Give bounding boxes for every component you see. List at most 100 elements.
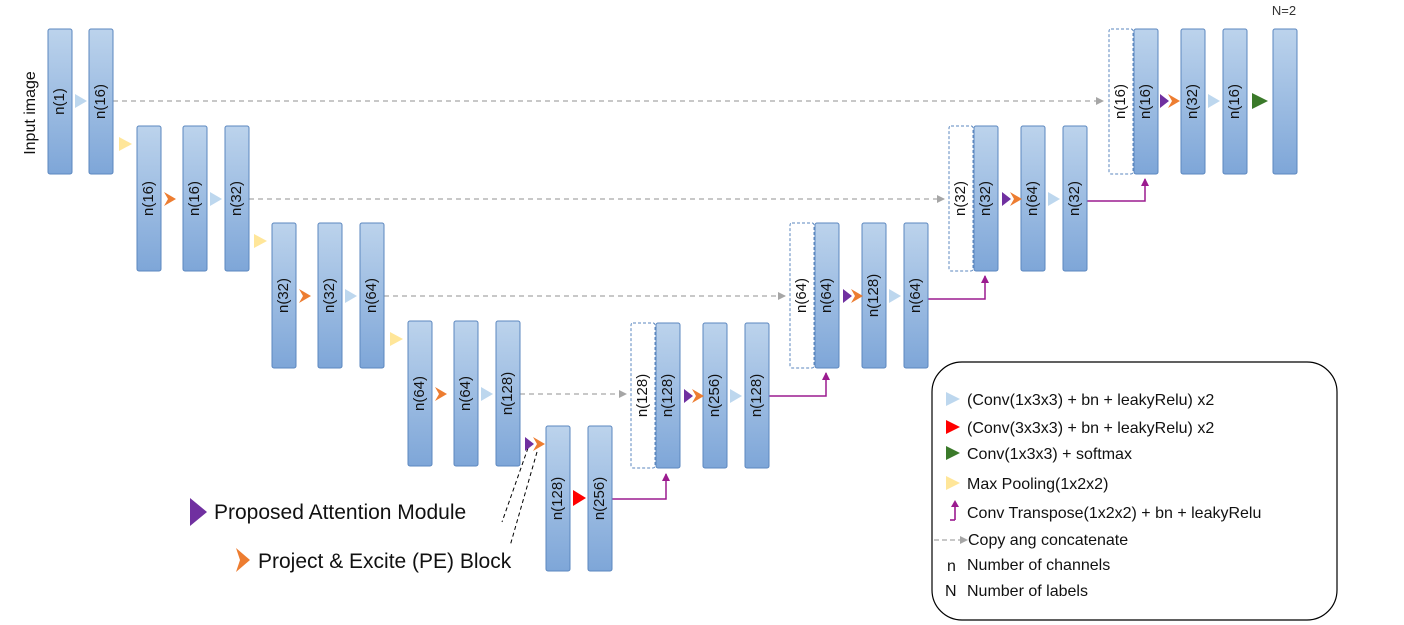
pool-yellow-triangle-icon	[119, 137, 132, 151]
block-label: n(32)	[228, 181, 245, 216]
legend-item: (Conv(3x3x3) + bn + leakyRelu) x2	[967, 420, 1214, 437]
legend-symbol-n: n	[947, 558, 956, 575]
conv-blue-triangle-icon	[345, 289, 357, 303]
block-label: n(64)	[411, 376, 428, 411]
concat-block: n(32)	[948, 125, 974, 272]
feature-block: n(16)	[182, 125, 208, 272]
pe-chevron-icon	[164, 192, 176, 206]
block-label: n(256)	[706, 374, 723, 417]
feature-block: n(32)	[1062, 125, 1088, 272]
conv-blue-triangle-icon	[75, 94, 87, 108]
block-label: n(128)	[865, 274, 882, 317]
feature-block: n(64)	[453, 320, 479, 467]
feature-block: n(32)	[317, 222, 343, 369]
pe-chevron-icon	[299, 289, 311, 303]
transpose-conv-arrow-3	[928, 275, 989, 300]
legend-item: Number of channels	[967, 557, 1110, 574]
feature-block: n(16)	[1133, 28, 1159, 175]
legend-dashed-arrow-icon	[934, 536, 968, 544]
attention-triangle-icon	[525, 437, 534, 451]
legend-item: Copy ang concatenate	[968, 532, 1128, 549]
feature-block: n(64)	[407, 320, 433, 467]
block-label: n(128)	[634, 374, 651, 417]
pool-yellow-triangle-icon	[390, 332, 403, 346]
block-label: n(16)	[1226, 84, 1243, 119]
attention-triangle-icon	[1002, 192, 1011, 206]
feature-block: n(64)	[903, 222, 929, 369]
feature-block: n(128)	[744, 322, 770, 469]
block-label: n(16)	[92, 84, 109, 119]
feature-block: n(128)	[545, 425, 571, 572]
output-block	[1272, 28, 1298, 175]
block-label: n(32)	[952, 181, 969, 216]
feature-block: n(64)	[1020, 125, 1046, 272]
block-label: n(64)	[818, 278, 835, 313]
transpose-conv-connections	[612, 178, 1149, 500]
pe-leader-line	[509, 451, 538, 547]
feature-block: n(16)	[1222, 28, 1248, 175]
conv-blue-triangle-icon	[889, 289, 901, 303]
transpose-conv-arrow-4	[1087, 178, 1149, 202]
transpose-conv-arrow-2	[769, 372, 830, 397]
legend-blue-triangle-icon	[946, 392, 960, 406]
feature-blocks: n(1) n(16) n(16) n(16) n(32) n(32) n(32)…	[47, 28, 1298, 572]
feature-block: n(256)	[587, 425, 613, 572]
block-label: n(16)	[1112, 84, 1129, 119]
conv-red-triangle-icon	[573, 490, 586, 506]
attention-legend-icon	[190, 498, 207, 526]
feature-block: n(32)	[1180, 28, 1206, 175]
legend-yellow-triangle-icon	[946, 476, 960, 490]
legend-box	[931, 361, 1338, 621]
block-label: n(64)	[1024, 181, 1041, 216]
block-label: n(16)	[186, 181, 203, 216]
feature-block: n(16)	[136, 125, 162, 272]
output-label: N=2	[1272, 3, 1296, 18]
operation-symbols	[75, 93, 1268, 506]
conv-blue-triangle-icon	[210, 192, 222, 206]
input-image-label: Input image	[22, 71, 39, 155]
feature-block: n(16)	[88, 28, 114, 175]
block-label: n(16)	[1137, 84, 1154, 119]
skip-connections	[113, 97, 1104, 398]
block-label: n(64)	[457, 376, 474, 411]
pe-chevron-icon	[533, 437, 545, 451]
legend-purple-arrow-icon	[950, 500, 959, 521]
pe-chevron-icon	[851, 289, 863, 303]
legend-item: (Conv(1x3x3) + bn + leakyRelu) x2	[967, 392, 1214, 409]
attention-annotation: Proposed Attention Module	[214, 501, 466, 524]
legend-red-triangle-icon	[946, 420, 960, 434]
block-label: n(32)	[275, 278, 292, 313]
feature-block: n(1)	[47, 28, 73, 175]
block-label: n(32)	[1184, 84, 1201, 119]
attention-triangle-icon	[843, 289, 852, 303]
pe-chevron-icon	[435, 387, 447, 401]
pool-yellow-triangle-icon	[254, 234, 267, 248]
legend: (Conv(1x3x3) + bn + leakyRelu) x2 (Conv(…	[931, 361, 1338, 621]
legend-item: Number of labels	[967, 583, 1088, 600]
legend-green-triangle-icon	[946, 446, 960, 460]
pe-chevron-icon	[692, 389, 704, 403]
legend-symbol-N: N	[945, 583, 957, 600]
concat-block: n(16)	[1108, 28, 1134, 175]
feature-block: n(256)	[702, 322, 728, 469]
block-label: n(32)	[977, 181, 994, 216]
feature-block: n(64)	[359, 222, 385, 369]
block-label: n(32)	[1066, 181, 1083, 216]
feature-block: n(128)	[655, 322, 681, 469]
feature-block: n(32)	[271, 222, 297, 369]
feature-block: n(128)	[495, 320, 521, 467]
block-label: n(64)	[363, 278, 380, 313]
annotation-leader-lines	[501, 447, 538, 547]
conv-blue-triangle-icon	[481, 387, 493, 401]
conv-blue-triangle-icon	[1048, 192, 1060, 206]
block-label: n(1)	[51, 88, 68, 115]
block-label: n(128)	[549, 477, 566, 520]
pe-chevron-icon	[1010, 192, 1022, 206]
block-label: n(64)	[907, 278, 924, 313]
legend-item: Conv(1x3x3) + softmax	[967, 446, 1132, 463]
block-label: n(128)	[748, 374, 765, 417]
legend-item: Max Pooling(1x2x2)	[967, 476, 1108, 493]
feature-block: n(32)	[973, 125, 999, 272]
block-label: n(64)	[793, 278, 810, 313]
pe-legend-icon	[236, 548, 250, 572]
